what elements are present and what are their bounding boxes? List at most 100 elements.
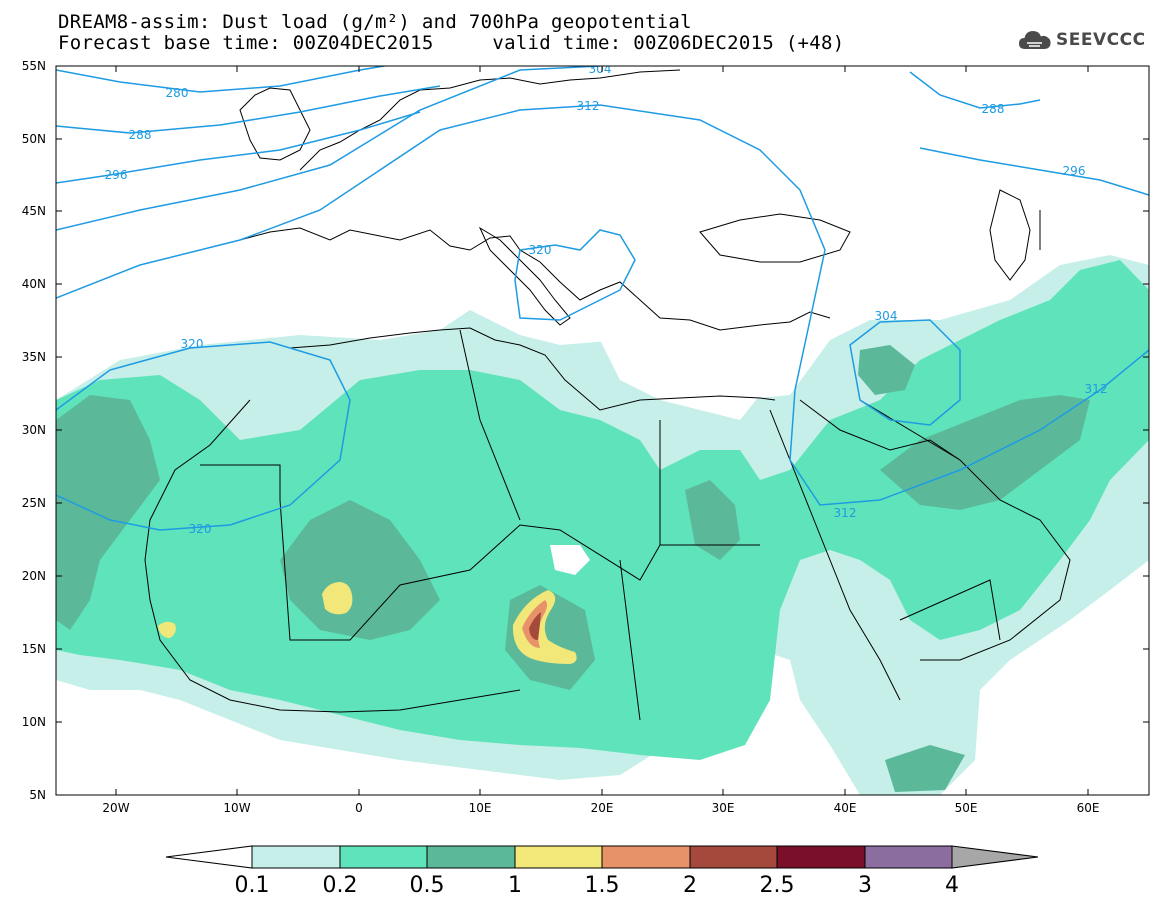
lat-axis-labels: 55N 50N 45N 40N 35N 30N 25N 20N 15N 10N …	[22, 59, 46, 802]
lat-tick-label: 40N	[22, 277, 46, 291]
contour-label: 304	[589, 62, 612, 76]
contour-296	[56, 111, 421, 184]
colorbar-segment	[251, 845, 341, 869]
britain-coast	[239, 87, 311, 161]
dust-dark-region	[858, 345, 915, 395]
contour-280	[56, 66, 389, 93]
lat-tick-label: 45N	[22, 204, 46, 218]
contour-label: 304	[875, 309, 898, 323]
colorbar-segment	[339, 845, 428, 869]
lon-tick-label: 30E	[712, 801, 735, 815]
coastlines-borders	[144, 69, 1071, 721]
dust-white-gap	[550, 545, 590, 575]
colorbar-tick-label: 1.5	[585, 873, 620, 898]
contour-320-africa	[56, 341, 351, 531]
arabia-coast	[799, 399, 1071, 661]
seevccc-logo: SEEVCCC	[1018, 24, 1146, 56]
contour-label: 320	[189, 522, 212, 536]
border-line	[459, 329, 661, 721]
dust-dark-region	[56, 395, 160, 630]
contour-label: 296	[105, 168, 128, 182]
contour-label: 312	[577, 99, 600, 113]
dust-medium-region	[56, 260, 1149, 760]
lon-tick-label: 60E	[1077, 801, 1100, 815]
colorbar-right-arrow	[951, 845, 1039, 869]
lon-tick-label: 0	[355, 801, 363, 815]
dust-yellow-region	[158, 621, 176, 638]
europe-north-coast	[299, 69, 681, 171]
lon-tick-label: 50E	[955, 801, 978, 815]
dust-red-region	[529, 612, 541, 640]
border-line	[200, 464, 760, 641]
lat-tick-label: 15N	[22, 642, 46, 656]
contour-label: 320	[181, 337, 204, 351]
colorbar-segment	[864, 845, 953, 869]
colorbar-segment	[601, 845, 691, 869]
lat-tick-label: 5N	[29, 788, 46, 802]
colorbar-segment	[776, 845, 866, 869]
map-subtitle: Forecast base time: 00Z04DEC2015 valid t…	[58, 32, 845, 54]
lon-tick-label: 20W	[102, 801, 129, 815]
axis-ticks	[56, 65, 1149, 796]
caspian-coast	[989, 189, 1031, 281]
geopotential-contours	[56, 66, 1149, 531]
cloud-icon	[1019, 31, 1051, 49]
colorbar	[165, 845, 1039, 869]
dust-dark-region	[885, 745, 965, 792]
lat-tick-label: 50N	[22, 132, 46, 146]
colorbar-tick-label: 3	[858, 873, 872, 898]
contour-288-east	[909, 71, 1041, 109]
colorbar-segment	[514, 845, 603, 869]
lon-axis-labels: 20W 10W 0 10E 20E 30E 40E 50E 60E	[102, 801, 1099, 815]
colorbar-tick-label: 2.5	[760, 873, 795, 898]
contour-312	[56, 104, 1149, 506]
border-line	[859, 210, 1041, 641]
lat-tick-label: 25N	[22, 496, 46, 510]
contour-288	[56, 85, 441, 134]
lon-tick-label: 40E	[834, 801, 857, 815]
contour-label: 288	[129, 128, 152, 142]
colorbar-tick-label: 1	[508, 873, 522, 898]
colorbar-tick-label: 4	[945, 873, 959, 898]
lat-tick-label: 55N	[22, 59, 46, 73]
black-sea-coast	[699, 213, 851, 263]
map-title: DREAM8-assim: Dust load (g/m²) and 700hP…	[58, 11, 692, 33]
colorbar-tick-label: 0.5	[410, 873, 445, 898]
colorbar-labels: 0.1 0.2 0.5 1 1.5 2 2.5 3 4	[235, 873, 960, 898]
contour-label: 296	[1063, 164, 1086, 178]
contour-label: 288	[982, 102, 1005, 116]
contour-labels: 280 288 296 304 312 320 320 320 304 312 …	[105, 62, 1108, 536]
colorbar-tick-label: 0.1	[235, 873, 270, 898]
contour-label: 312	[834, 506, 857, 520]
dust-field	[56, 255, 1149, 795]
colorbar-left-arrow	[165, 845, 253, 869]
dust-white-gap	[600, 340, 760, 420]
contour-296-east	[919, 147, 1149, 196]
colorbar-tick-label: 2	[683, 873, 697, 898]
lon-tick-label: 10W	[223, 801, 250, 815]
colorbar-tick-label: 0.2	[323, 873, 358, 898]
dust-dark-region	[685, 480, 740, 560]
colorbar-segment	[689, 845, 778, 869]
contour-320-north	[514, 229, 636, 321]
lat-tick-label: 10N	[22, 715, 46, 729]
north-africa-coast	[289, 327, 776, 411]
colorbar-segment	[426, 845, 516, 869]
contour-label: 320	[529, 243, 552, 257]
contour-label: 312	[1085, 382, 1108, 396]
contour-label: 280	[166, 86, 189, 100]
lat-tick-label: 30N	[22, 423, 46, 437]
lat-tick-label: 35N	[22, 350, 46, 364]
lat-tick-label: 20N	[22, 569, 46, 583]
europe-coast	[239, 227, 831, 331]
dust-dark-region	[280, 500, 440, 640]
contour-304	[56, 66, 601, 231]
contour-304-east	[849, 319, 961, 426]
lon-tick-label: 10E	[469, 801, 492, 815]
dust-yellow-region	[322, 582, 353, 615]
lon-tick-label: 20E	[591, 801, 614, 815]
logo-text: SEEVCCC	[1056, 30, 1146, 50]
italy-coast	[478, 226, 571, 326]
dust-dark-region	[880, 395, 1090, 510]
